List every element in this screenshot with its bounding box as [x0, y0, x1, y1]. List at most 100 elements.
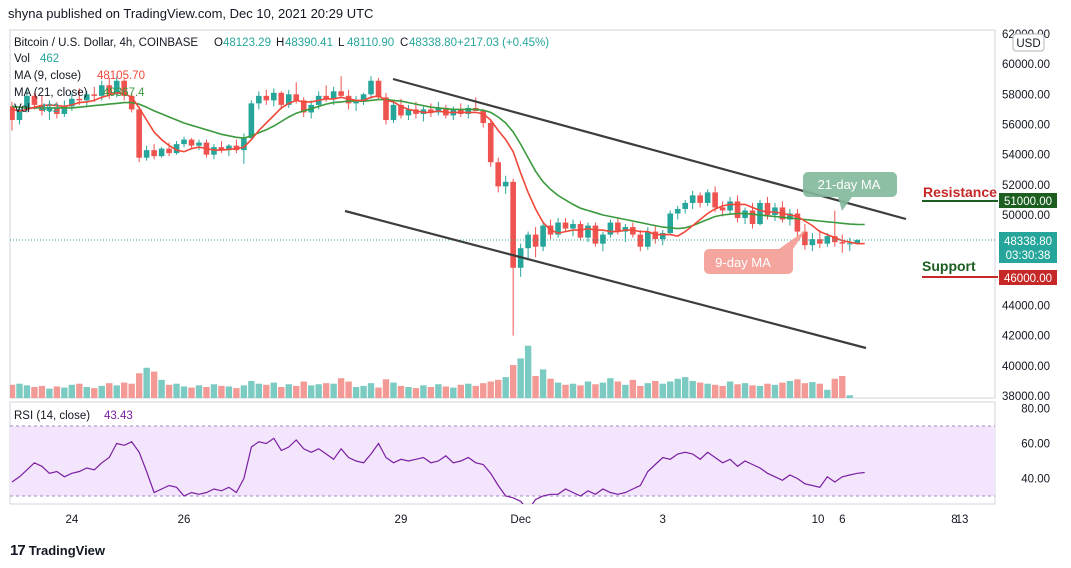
candle-body — [817, 239, 823, 244]
legend-ohlc-value: 48338.80 — [409, 37, 457, 49]
volume-bar — [696, 382, 704, 398]
candle-body — [241, 138, 247, 151]
volume-bar — [667, 381, 674, 398]
price-tick-label: 50000.00 — [1002, 210, 1050, 222]
tradingview-footer[interactable]: 17 TradingView — [10, 542, 105, 559]
volume-bar — [764, 383, 771, 398]
rsi-label: RSI (14, close) — [14, 410, 90, 422]
volume-bar — [225, 386, 233, 398]
candle-body — [562, 222, 569, 229]
candle-body — [226, 145, 232, 151]
volume-bar — [435, 384, 442, 398]
candle-body — [502, 181, 509, 187]
time-tick-label: 6 — [839, 514, 845, 526]
volume-bar — [584, 381, 592, 398]
volume-bar — [682, 377, 689, 398]
time-tick-label: 3 — [660, 514, 666, 526]
ma9-callout-box — [704, 229, 807, 274]
channel-lower-line — [344, 209, 867, 350]
volume-bar — [91, 388, 98, 398]
candle-body — [330, 91, 337, 99]
legend-change: +217.03 (+0.45%) — [457, 37, 549, 49]
volume-bar — [465, 383, 472, 398]
support-label: Support — [922, 258, 976, 274]
volume-layer — [10, 345, 853, 398]
legend-vol-value: 462 — [40, 53, 59, 65]
volume-bar — [188, 387, 195, 398]
candle-body — [704, 192, 711, 203]
candle-body — [794, 213, 801, 232]
volume-bar — [599, 382, 607, 398]
volume-bar — [255, 383, 263, 398]
candle-body — [719, 207, 726, 211]
volume-bar — [345, 381, 352, 398]
legend: Bitcoin / U.S. Dollar, 4h, COINBASE O 481… — [14, 37, 549, 422]
volume-bar — [569, 383, 577, 398]
candle-body — [113, 80, 120, 95]
time-tick-label: 10 — [812, 514, 825, 526]
volume-bar — [405, 387, 412, 398]
legend-ohlc-key: H — [276, 37, 284, 49]
volume-bar — [46, 388, 53, 398]
legend-ohlc-value: 48390.41 — [285, 37, 333, 49]
volume-bar — [121, 382, 128, 398]
volume-bar — [547, 378, 554, 398]
volume-bar — [734, 384, 741, 398]
countdown-label: 03:30:38 — [1006, 250, 1051, 262]
volume-bar — [614, 381, 622, 398]
candle-body — [46, 107, 53, 111]
volume-bar — [173, 383, 180, 398]
candle-body — [764, 202, 771, 215]
volume-bar — [652, 380, 659, 398]
legend-ohlc-value: 48110.90 — [347, 37, 394, 49]
volume-bar — [562, 384, 569, 398]
candle-body — [323, 95, 329, 99]
volume-bar — [248, 380, 255, 398]
volume-bar — [233, 388, 240, 398]
volume-bar — [165, 384, 173, 398]
candle-body — [368, 80, 374, 95]
volume-bar — [61, 387, 68, 398]
volume-bar — [390, 382, 397, 398]
volume-bar — [300, 381, 307, 398]
candle-body — [383, 97, 389, 120]
candle-body — [54, 107, 60, 114]
candle-body — [495, 162, 501, 187]
candle-body — [151, 150, 157, 157]
volume-bar — [726, 381, 734, 398]
candle-body — [278, 92, 285, 105]
volume-bar — [10, 384, 16, 398]
currency-button[interactable]: USD — [1012, 33, 1045, 52]
legend-ohlc-key: O — [214, 37, 223, 49]
candle-body — [802, 231, 808, 246]
candle-body — [615, 222, 621, 232]
price-tick-label: 56000.00 — [1002, 120, 1050, 132]
candle-body — [121, 80, 127, 96]
time-tick-label: 13 — [956, 514, 969, 526]
volume-bar — [285, 384, 292, 398]
candle-body — [106, 85, 113, 95]
candle-body — [585, 225, 591, 238]
candle-body — [555, 222, 561, 235]
candle-body — [854, 240, 861, 244]
volume-bar — [607, 378, 614, 398]
candle-body — [390, 104, 397, 120]
volume-bar — [31, 387, 38, 398]
candle-body — [91, 94, 98, 96]
candle-body — [360, 94, 367, 102]
candle-body — [293, 94, 300, 101]
volume-bar — [771, 384, 779, 398]
volume-bar — [689, 380, 696, 398]
rsi-tick-label: 80.00 — [1021, 404, 1050, 416]
ma9-callout: 9-day MA — [715, 255, 771, 270]
candle-body — [256, 95, 262, 104]
volume-bar — [644, 383, 651, 398]
volume-bar — [577, 385, 584, 398]
volume-bar — [741, 383, 749, 398]
candle-body — [645, 231, 651, 247]
candle-body — [143, 150, 150, 158]
candle-body — [659, 233, 666, 240]
volume-bar — [749, 385, 756, 398]
candle-body — [181, 139, 187, 145]
